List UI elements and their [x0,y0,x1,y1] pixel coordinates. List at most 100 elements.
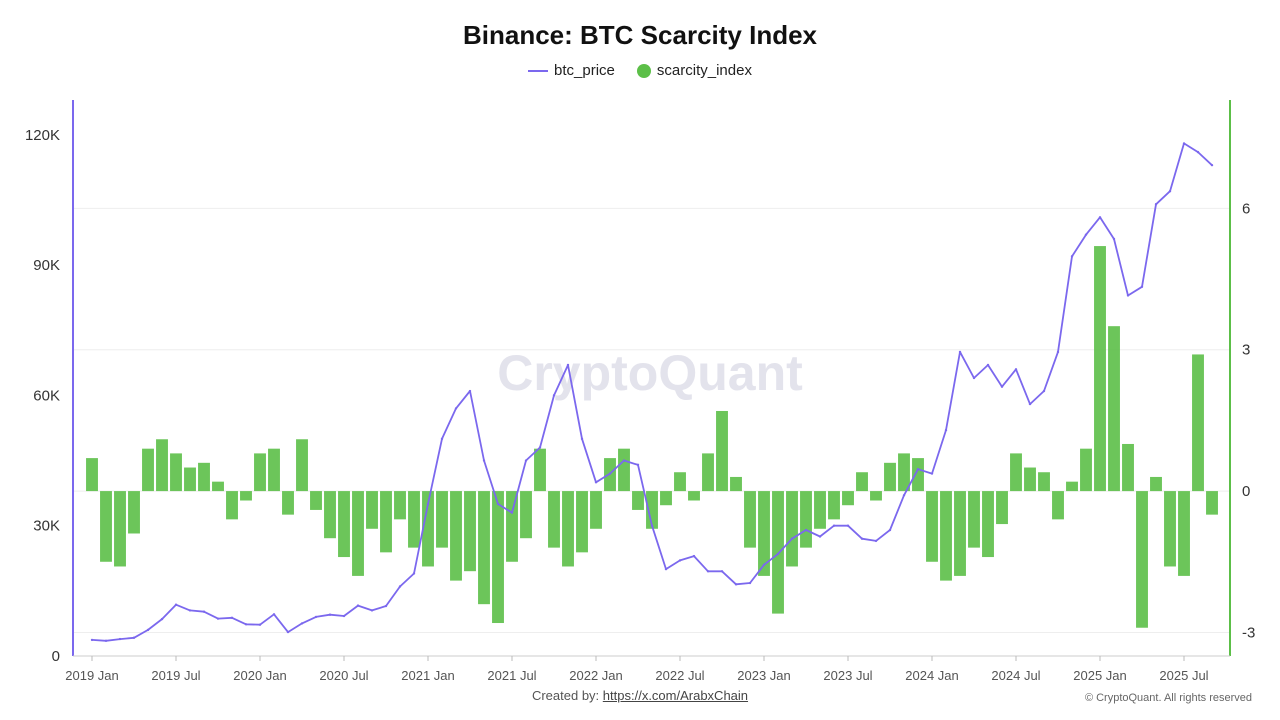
legend-item-btc-price[interactable]: btc_price [528,62,615,79]
btc-price-point [1182,142,1186,145]
btc-price-point [244,623,248,626]
scarcity-bar [310,491,322,510]
btc-price-point [188,609,192,612]
scarcity-bar [1164,491,1176,567]
scarcity-bar [856,472,868,492]
btc-price-point [692,554,696,558]
scarcity-bar [926,491,938,562]
x-tick-label: 2020 Jul [319,668,368,683]
btc-price-point [328,613,332,616]
x-tick-label: 2019 Jul [151,668,200,683]
btc-price-point [888,528,892,532]
scarcity-bar [268,448,280,492]
scarcity-bar [506,491,518,562]
scarcity-bar [366,491,378,529]
scarcity-bar [590,491,602,529]
scarcity-bar [1178,491,1190,576]
btc-price-point [958,350,962,354]
scarcity-bar [618,448,630,492]
btc-price-point [510,511,514,514]
btc-price-point [272,613,276,616]
scarcity-bar [744,491,756,548]
scarcity-bar [940,491,952,581]
scarcity-bar [128,491,140,534]
scarcity-bar [688,491,700,501]
scarcity-bar [968,491,980,548]
btc-price-point [608,472,612,475]
btc-price-point [972,376,976,380]
btc-price-point [860,537,864,540]
btc-price-point [622,459,626,462]
btc-price-point [468,389,472,393]
scarcity-bar [632,491,644,510]
btc-price-point [524,459,528,462]
scarcity-bar [842,491,854,506]
scarcity-bar [534,448,546,492]
x-tick-label: 2021 Jan [401,668,455,683]
scarcity-bar [1108,326,1120,492]
scarcity-bar [338,491,350,558]
scarcity-bar [870,491,882,501]
scarcity-bar [184,467,196,492]
btc-price-point [146,628,150,632]
scarcity-bar [380,491,392,553]
scarcity-bar [394,491,406,520]
btc-price-point [1070,255,1074,258]
scarcity-bar [730,476,742,492]
scarcity-bar [464,491,476,572]
scarcity-bar [912,458,924,492]
scarcity-bar [1024,467,1036,492]
btc-price-point [1014,368,1018,371]
btc-price-point [216,617,220,620]
scarcity-bar [114,491,126,567]
scarcity-bar [282,491,294,515]
scarcity-bar [1206,491,1218,515]
scarcity-bar [576,491,588,553]
btc-price-point [342,614,346,618]
scarcity-bar [674,472,686,492]
btc-price-point [174,603,178,606]
x-tick-label: 2025 Jul [1159,668,1208,683]
btc-price-point [300,622,304,625]
btc-price-point [804,528,808,532]
scarcity-bar [240,491,252,501]
btc-price-point [762,563,766,566]
x-tick-label: 2025 Jan [1073,668,1127,683]
scarcity-bar [1150,476,1162,492]
btc-price-point [706,570,710,573]
btc-price-point [538,446,542,449]
y-left-tick-label: 90K [33,257,60,274]
x-tick-label: 2019 Jan [65,668,119,683]
scarcity-bar [954,491,966,576]
scarcity-bar [296,439,308,492]
btc-price-point [720,570,724,573]
btc-price-swatch [528,69,549,72]
btc-price-point [636,463,640,467]
scarcity-bar [702,453,714,492]
legend-item-scarcity-index[interactable]: scarcity_index [636,62,752,79]
btc-price-point [118,637,122,641]
btc-price-point [916,468,920,471]
scarcity-bar [492,491,504,624]
legend-label-scarcity-index: scarcity_index [656,62,752,79]
btc-price-point [944,428,948,432]
scarcity-bar [1010,453,1022,492]
legend-label-btc-price: btc_price [554,62,615,79]
scarcity-bar [772,491,784,614]
y-right-tick-label: 0 [1242,483,1250,500]
scarcity-bar [758,491,770,576]
btc-price-point [258,623,262,626]
scarcity-bar [156,439,168,492]
btc-price-point [90,638,94,642]
watermark: CryptoQuant [497,345,803,401]
x-tick-label: 2021 Jul [487,668,536,683]
y-right-tick-label: -3 [1242,624,1255,641]
scarcity-bar [450,491,462,581]
footer-link[interactable]: https://x.com/ArabxChain [602,688,749,703]
btc-price-point [594,481,598,484]
btc-price-point [650,524,654,527]
btc-price-point [230,616,234,619]
scarcity-bar [814,491,826,529]
scarcity-index-swatch [636,63,651,78]
btc-price-point [552,394,556,397]
